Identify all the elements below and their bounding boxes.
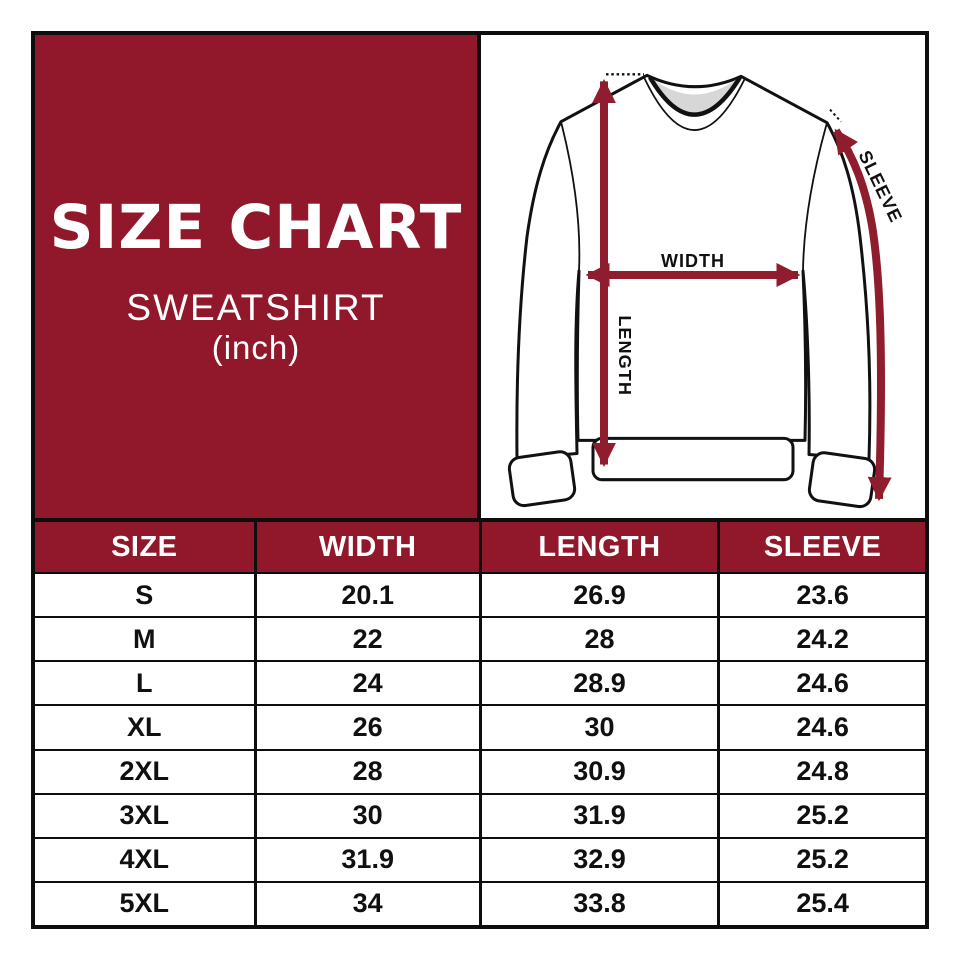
left-cuff bbox=[507, 450, 577, 508]
size-value: XL bbox=[35, 706, 257, 749]
garment-subtitle: SWEATSHIRT bbox=[126, 286, 386, 328]
length-arrow-label: LENGTH bbox=[615, 315, 635, 396]
table-row: M 22 28 24.2 bbox=[35, 616, 925, 661]
table-row: 3XL 30 31.9 25.2 bbox=[35, 792, 925, 837]
table-row: S 20.1 26.9 23.6 bbox=[35, 572, 925, 617]
page-title: SIZE CHART bbox=[49, 191, 463, 263]
collar-seam bbox=[643, 76, 746, 131]
width-value: 26 bbox=[257, 706, 482, 749]
top-section: SIZE CHART SWEATSHIRT (inch) bbox=[35, 35, 925, 522]
column-header-length: LENGTH bbox=[482, 522, 721, 572]
length-value: 30.9 bbox=[482, 750, 721, 793]
length-value: 33.8 bbox=[482, 882, 721, 925]
right-armhole-seam bbox=[802, 122, 828, 271]
width-value: 28 bbox=[257, 750, 482, 793]
table-row: 2XL 28 30.9 24.8 bbox=[35, 748, 925, 793]
width-value: 20.1 bbox=[257, 574, 482, 617]
size-value: M bbox=[35, 618, 257, 661]
table-row: L 24 28.9 24.6 bbox=[35, 660, 925, 705]
size-value: 3XL bbox=[35, 794, 257, 837]
size-table-header: SIZE WIDTH LENGTH SLEEVE bbox=[35, 522, 925, 572]
sleeve-value: 24.8 bbox=[796, 756, 849, 787]
sleeve-value: 23.6 bbox=[796, 579, 849, 610]
sweatshirt-measurement-diagram: WIDTH LENGTH SLEEVE bbox=[507, 73, 906, 509]
waistband bbox=[591, 436, 795, 482]
length-value: 31.9 bbox=[482, 794, 721, 837]
sleeve-value: 24.6 bbox=[796, 667, 849, 698]
sleeve-value: 24.2 bbox=[796, 623, 849, 654]
length-value: 28.9 bbox=[482, 662, 721, 705]
width-value: 24 bbox=[257, 662, 482, 705]
width-arrow-label: WIDTH bbox=[661, 251, 725, 271]
table-row: 5XL 34 33.8 25.4 bbox=[35, 880, 925, 925]
title-panel: SIZE CHART SWEATSHIRT (inch) bbox=[35, 35, 481, 518]
size-value: 4XL bbox=[35, 838, 257, 881]
size-value: S bbox=[35, 574, 257, 617]
table-row: 4XL 31.9 32.9 25.2 bbox=[35, 836, 925, 881]
sleeve-value: 25.4 bbox=[796, 888, 849, 919]
length-value: 26.9 bbox=[482, 574, 721, 617]
column-header-sleeve: SLEEVE bbox=[763, 530, 882, 563]
width-value: 31.9 bbox=[257, 838, 482, 881]
sleeve-arrow bbox=[832, 128, 892, 502]
length-value: 32.9 bbox=[482, 838, 721, 881]
length-value: 28 bbox=[482, 618, 721, 661]
table-row: XL 26 30 24.6 bbox=[35, 704, 925, 749]
size-value: L bbox=[35, 662, 257, 705]
size-value: 5XL bbox=[35, 882, 257, 925]
size-table: SIZE WIDTH LENGTH SLEEVE S 20.1 26.9 23.… bbox=[35, 522, 925, 925]
width-value: 30 bbox=[257, 794, 482, 837]
right-cuff bbox=[807, 451, 877, 509]
length-value: 30 bbox=[482, 706, 721, 749]
collar-front-edge bbox=[648, 76, 742, 117]
size-value: 2XL bbox=[35, 750, 257, 793]
width-value: 34 bbox=[257, 882, 482, 925]
sleeve-dotted-tick bbox=[829, 108, 842, 123]
left-armhole-seam bbox=[560, 121, 581, 271]
unit-label: (inch) bbox=[211, 329, 301, 367]
sleeve-value: 24.6 bbox=[796, 711, 849, 742]
measurement-diagram-panel: WIDTH LENGTH SLEEVE bbox=[481, 35, 925, 518]
sleeve-value: 25.2 bbox=[796, 844, 849, 875]
width-value: 22 bbox=[257, 618, 482, 661]
sleeve-value: 25.2 bbox=[796, 800, 849, 831]
column-header-width: WIDTH bbox=[257, 522, 482, 572]
column-header-size: SIZE bbox=[35, 522, 257, 572]
size-chart-card: SIZE CHART SWEATSHIRT (inch) bbox=[31, 31, 929, 929]
